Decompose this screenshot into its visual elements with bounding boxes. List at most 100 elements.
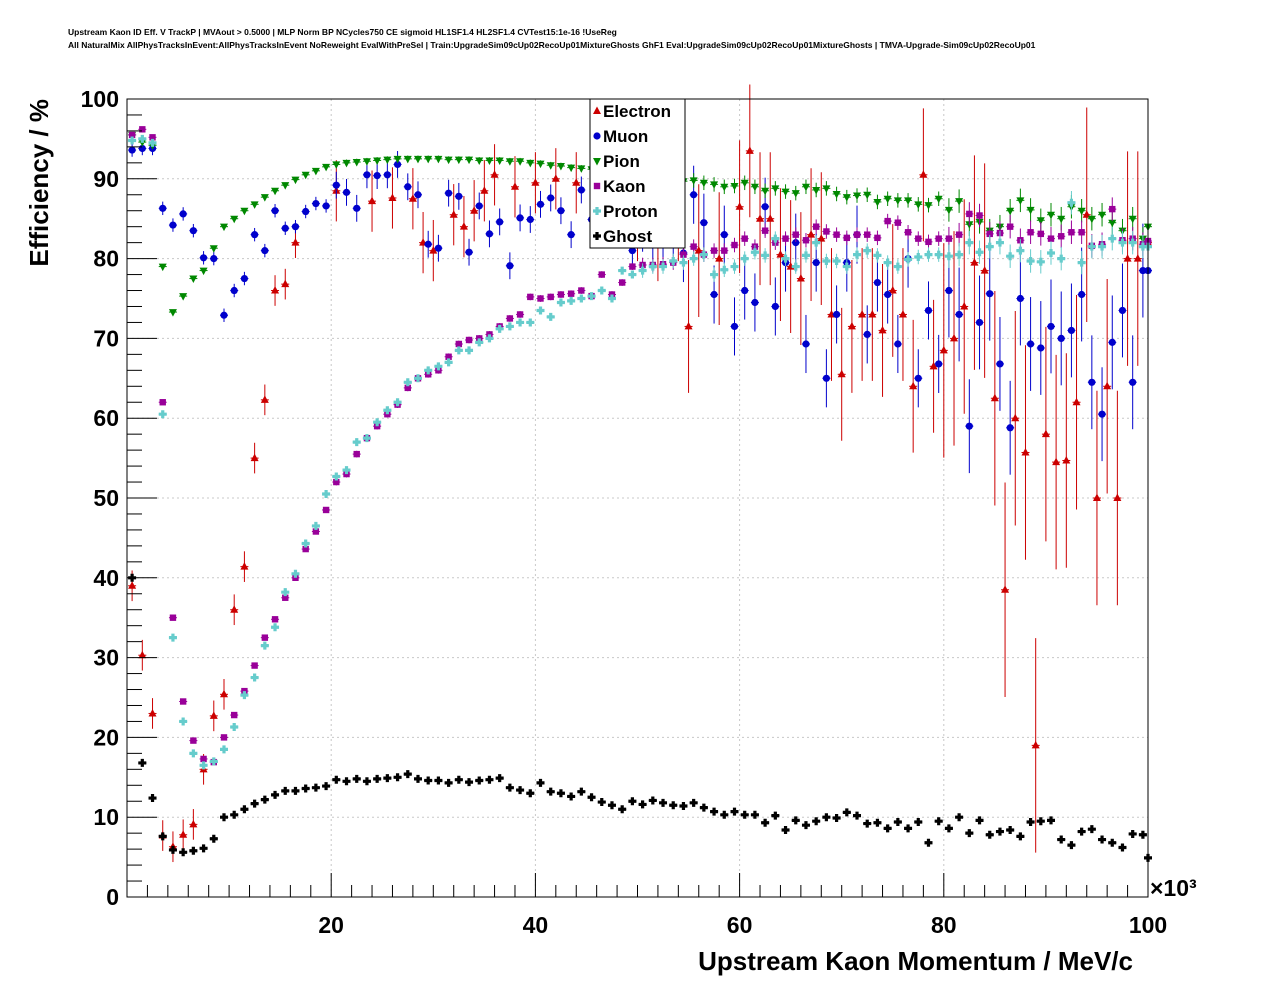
data-point-pion xyxy=(567,164,576,173)
data-point-kaon xyxy=(853,231,861,238)
data-point-ghost xyxy=(659,798,668,807)
data-point-muon xyxy=(986,290,994,298)
data-point-proton xyxy=(567,296,576,305)
legend-label-electron: Electron xyxy=(603,102,671,121)
data-point-electron xyxy=(898,309,907,318)
data-point-proton xyxy=(199,761,208,770)
data-point-ghost xyxy=(873,818,882,827)
data-point-pion xyxy=(322,163,331,172)
data-point-muon xyxy=(863,330,871,339)
data-point-proton xyxy=(730,262,739,271)
data-point-proton xyxy=(842,262,851,271)
data-point-muon xyxy=(424,240,432,248)
data-point-kaon xyxy=(894,219,902,226)
data-point-proton xyxy=(505,322,514,331)
data-point-kaon xyxy=(506,315,514,322)
data-point-pion xyxy=(832,190,841,199)
data-point-ghost xyxy=(944,824,953,833)
data-point-ghost xyxy=(679,802,688,811)
data-point-kaon xyxy=(261,634,269,641)
data-point-ghost xyxy=(342,777,351,786)
data-point-pion xyxy=(822,185,831,193)
data-point-electron xyxy=(1031,740,1040,749)
data-point-pion xyxy=(801,183,810,192)
data-point-pion xyxy=(526,159,535,168)
data-point-proton xyxy=(832,256,841,265)
data-point-electron xyxy=(138,650,147,659)
data-point-electron xyxy=(1052,457,1061,466)
data-point-proton xyxy=(710,270,719,279)
y-axis-title: Efficiency / % xyxy=(24,99,54,267)
data-point-pion xyxy=(781,188,790,197)
data-point-ghost xyxy=(781,825,790,834)
data-point-electron xyxy=(271,286,280,294)
data-point-pion xyxy=(740,179,749,188)
data-point-electron xyxy=(878,325,887,334)
data-point-proton xyxy=(914,253,923,262)
data-point-electron xyxy=(929,361,938,370)
data-point-electron xyxy=(1001,585,1010,593)
data-point-kaon xyxy=(966,210,973,218)
data-point-kaon xyxy=(1068,229,1075,236)
data-point-proton xyxy=(1138,242,1147,251)
data-point-pion xyxy=(240,207,249,216)
data-point-pion xyxy=(893,197,902,205)
x-axis-title: Upstream Kaon Momentum / MeV/c xyxy=(698,946,1133,976)
data-point-electron xyxy=(858,309,867,318)
data-point-ghost xyxy=(924,838,933,847)
data-point-kaon xyxy=(333,478,340,486)
data-point-electron xyxy=(990,393,999,402)
data-point-kaon xyxy=(302,545,309,553)
data-point-kaon xyxy=(200,755,207,763)
data-point-pion xyxy=(853,192,862,201)
data-point-kaon xyxy=(680,251,687,258)
data-point-electron xyxy=(209,711,218,719)
data-point-proton xyxy=(628,270,637,279)
data-point-proton xyxy=(975,248,984,257)
data-point-pion xyxy=(1087,215,1096,224)
data-point-proton xyxy=(373,418,382,427)
data-point-pion xyxy=(352,159,361,167)
data-point-ghost xyxy=(1057,835,1066,844)
data-point-pion xyxy=(189,275,198,284)
data-point-proton xyxy=(1098,242,1107,251)
data-point-kaon xyxy=(231,711,238,719)
data-point-pion xyxy=(209,245,218,253)
data-point-pion xyxy=(1098,211,1107,220)
data-point-electron xyxy=(1041,429,1050,438)
data-point-ghost xyxy=(955,813,964,822)
data-point-kaon xyxy=(445,353,452,360)
data-point-kaon xyxy=(547,293,554,301)
data-point-pion xyxy=(883,195,892,204)
data-point-kaon xyxy=(904,229,912,236)
data-point-pion xyxy=(1006,207,1015,216)
data-point-electron xyxy=(837,369,846,378)
data-point-muon xyxy=(536,200,545,208)
data-point-pion xyxy=(750,183,759,192)
data-point-ghost xyxy=(791,816,800,825)
data-point-electron xyxy=(179,830,188,838)
data-point-ghost xyxy=(1087,825,1096,834)
data-point-proton xyxy=(138,134,147,143)
data-point-ghost xyxy=(281,786,290,795)
data-point-proton xyxy=(189,749,198,758)
data-point-ghost xyxy=(669,801,678,810)
data-point-electron xyxy=(715,254,724,262)
data-point-ghost xyxy=(1006,825,1015,834)
data-point-ghost xyxy=(332,775,341,784)
data-point-muon xyxy=(281,224,289,232)
x-tick-label: 20 xyxy=(318,912,344,938)
data-point-pion xyxy=(342,159,351,168)
data-point-pion xyxy=(434,155,443,164)
data-point-kaon xyxy=(190,737,197,744)
data-point-proton xyxy=(883,258,892,267)
data-point-pion xyxy=(536,160,545,169)
data-point-muon xyxy=(261,247,269,255)
data-point-muon xyxy=(251,231,259,239)
data-point-ghost xyxy=(771,811,780,820)
data-point-kaon xyxy=(761,227,769,234)
data-point-kaon xyxy=(139,126,146,133)
data-point-kaon xyxy=(1027,229,1034,236)
data-point-electron xyxy=(817,234,826,242)
data-point-ghost xyxy=(1036,817,1045,826)
